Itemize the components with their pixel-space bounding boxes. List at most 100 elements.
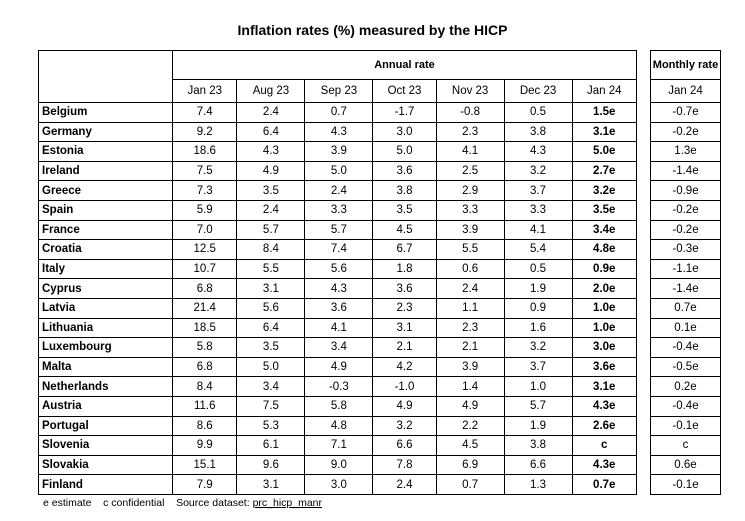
value-cell: 1.0e — [571, 317, 637, 339]
value-cell: 0.5 — [503, 258, 573, 280]
value-cell: 7.4 — [304, 239, 374, 260]
value-cell: 3.5 — [236, 180, 306, 201]
value-cell: 4.9 — [236, 160, 306, 182]
column-header-row: Jan 23 Aug 23 Sep 23 Oct 23 Nov 23 Dec 23 Jan … — [39, 79, 637, 103]
value-cell: 12.5 — [171, 239, 238, 260]
table-row: Malta 6.8 5.0 4.9 4.2 3.9 3.7 3.6e — [38, 356, 637, 378]
table-row: Latvia 21.4 5.6 3.6 2.3 1.1 0.9 1.0e — [38, 297, 637, 319]
country-cell: Latvia — [38, 297, 173, 319]
value-cell: 8.4 — [171, 376, 238, 397]
table-row: 0.2e — [650, 376, 721, 397]
country-cell: Slovenia — [38, 435, 173, 456]
column-header: Jan 24 — [571, 79, 637, 103]
country-cell: Greece — [38, 180, 173, 201]
monthly-value-cell: c — [650, 435, 721, 456]
value-cell: 5.4 — [503, 239, 573, 260]
monthly-value-cell: -0.2e — [650, 199, 721, 221]
country-cell: Cyprus — [38, 278, 173, 299]
value-cell: 3.1 — [236, 474, 306, 495]
value-cell: 3.4 — [236, 376, 306, 397]
table-row: 1.3e — [650, 141, 721, 162]
value-cell: 2.0e — [571, 278, 637, 299]
source-dataset-link[interactable]: prc_hicp_manr — [252, 497, 323, 509]
value-cell: 4.1 — [304, 317, 374, 339]
value-cell: 3.6 — [372, 160, 437, 182]
table-row: Cyprus 6.8 3.1 4.3 3.6 2.4 1.9 2.0e — [38, 278, 637, 299]
value-cell: 4.9 — [435, 395, 505, 417]
value-cell: 3.5e — [571, 199, 637, 221]
value-cell: 0.7e — [571, 474, 637, 495]
value-cell: 5.6 — [304, 258, 374, 280]
source-label: Source dataset: — [176, 497, 250, 509]
annual-rate-header: Annual rate — [172, 50, 637, 80]
value-cell: 6.8 — [171, 278, 238, 299]
value-cell: 9.6 — [236, 454, 306, 476]
value-cell: 3.3 — [304, 199, 374, 221]
table-row: Slovenia 9.9 6.1 7.1 6.6 4.5 3.8 c — [38, 435, 637, 456]
value-cell: 8.6 — [171, 415, 238, 437]
table-row: c — [650, 435, 721, 456]
value-cell: 4.3 — [304, 278, 374, 299]
value-cell: 5.6 — [236, 297, 306, 319]
value-cell: 8.4 — [236, 239, 306, 260]
value-cell: 1.3 — [503, 474, 573, 495]
value-cell: 3.6 — [304, 297, 374, 319]
table-row: Germany 9.2 6.4 4.3 3.0 2.3 3.8 3.1e — [38, 121, 637, 143]
value-cell: 2.2 — [435, 415, 505, 437]
value-cell: 2.9 — [435, 180, 505, 201]
value-cell: 3.0 — [372, 121, 437, 143]
value-cell: 1.6 — [503, 317, 573, 339]
country-cell: France — [38, 219, 173, 241]
monthly-value-cell: 0.2e — [650, 376, 721, 397]
country-cell: Netherlands — [38, 376, 173, 397]
note-estimate: e estimate — [43, 497, 92, 509]
country-cell: Croatia — [38, 239, 173, 260]
country-cell: Slovakia — [38, 454, 173, 476]
value-cell: 3.7 — [503, 180, 573, 201]
monthly-value-cell: -0.4e — [650, 395, 721, 417]
value-cell: 2.5 — [435, 160, 505, 182]
value-cell: 3.6e — [571, 356, 637, 378]
monthly-value-cell: -0.1e — [650, 415, 721, 437]
monthly-value-cell: 1.3e — [650, 141, 721, 162]
value-cell: 3.6 — [372, 278, 437, 299]
value-cell: 6.6 — [503, 454, 573, 476]
value-cell: 4.2 — [372, 356, 437, 378]
country-header-cell — [38, 50, 173, 103]
value-cell: 2.4 — [236, 199, 306, 221]
value-cell: 3.2 — [503, 337, 573, 358]
table-row: Portugal 8.6 5.3 4.8 3.2 2.2 1.9 2.6e — [38, 415, 637, 437]
value-cell: 3.1e — [571, 121, 637, 143]
column-header: Dec 23 — [503, 79, 573, 103]
value-cell: c — [571, 435, 637, 456]
value-cell: 4.9 — [304, 356, 374, 378]
value-cell: 7.9 — [171, 474, 238, 495]
value-cell: 6.4 — [236, 317, 306, 339]
value-cell: 1.0e — [571, 297, 637, 319]
value-cell: 4.3 — [503, 141, 573, 162]
monthly-column-header: Jan 24 — [650, 79, 721, 103]
monthly-value-cell: -0.3e — [650, 239, 721, 260]
monthly-rate-body: -0.7e -0.2e 1.3e -1.4e -0.9e -0.2e -0.2e -0.3e -… — [650, 102, 721, 495]
value-cell: 7.8 — [372, 454, 437, 476]
monthly-value-cell: 0.6e — [650, 454, 721, 476]
value-cell: -0.3 — [304, 376, 374, 397]
monthly-rate-table: Monthly rate Jan 24 -0.7e -0.2e 1.3e -1.4e -… — [650, 50, 721, 495]
value-cell: 5.0e — [571, 141, 637, 162]
column-header: Oct 23 — [372, 79, 437, 103]
value-cell: 5.0 — [236, 356, 306, 378]
annual-rate-table: Annual rate Jan 23 Aug 23 Sep 23 Oct 23 Nov … — [38, 50, 637, 495]
table-row: Greece 7.3 3.5 2.4 3.8 2.9 3.7 3.2e — [38, 180, 637, 201]
table-row: -0.2e — [650, 121, 721, 143]
table-row: -0.4e — [650, 395, 721, 417]
value-cell: 5.8 — [304, 395, 374, 417]
monthly-value-cell: -0.7e — [650, 102, 721, 123]
table-row: -1.4e — [650, 160, 721, 182]
value-cell: 4.5 — [435, 435, 505, 456]
value-cell: 4.9 — [372, 395, 437, 417]
value-cell: 2.4 — [372, 474, 437, 495]
value-cell: 3.9 — [435, 219, 505, 241]
country-cell: Belgium — [38, 102, 173, 123]
value-cell: 3.4 — [304, 337, 374, 358]
column-header: Aug 23 — [236, 79, 306, 103]
